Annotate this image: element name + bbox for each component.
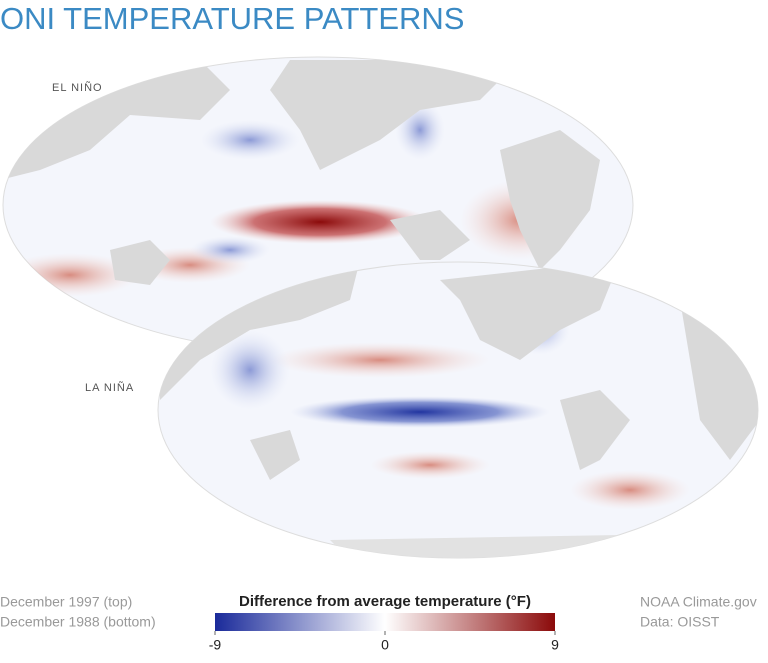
credit: NOAA Climate.gov xyxy=(640,594,757,610)
title: ONI TEMPERATURE PATTERNS xyxy=(0,1,464,36)
tick-label: -9 xyxy=(209,637,222,653)
tick-label: 0 xyxy=(381,637,389,653)
la-nina-map xyxy=(157,261,759,559)
date-caption: December 1988 (bottom) xyxy=(0,614,156,630)
colorbar-ticks: -9 0 9 xyxy=(209,631,559,653)
tick-label: 9 xyxy=(551,637,559,653)
colorbar xyxy=(215,613,555,631)
date-caption: December 1997 (top) xyxy=(0,594,132,610)
map-label: LA NIÑA xyxy=(85,381,134,394)
colorbar-title: Difference from average temperature (°F) xyxy=(239,593,531,610)
credit: Data: OISST xyxy=(640,614,720,630)
el-nino-map xyxy=(2,56,634,354)
map-label: EL NIÑO xyxy=(52,81,103,94)
